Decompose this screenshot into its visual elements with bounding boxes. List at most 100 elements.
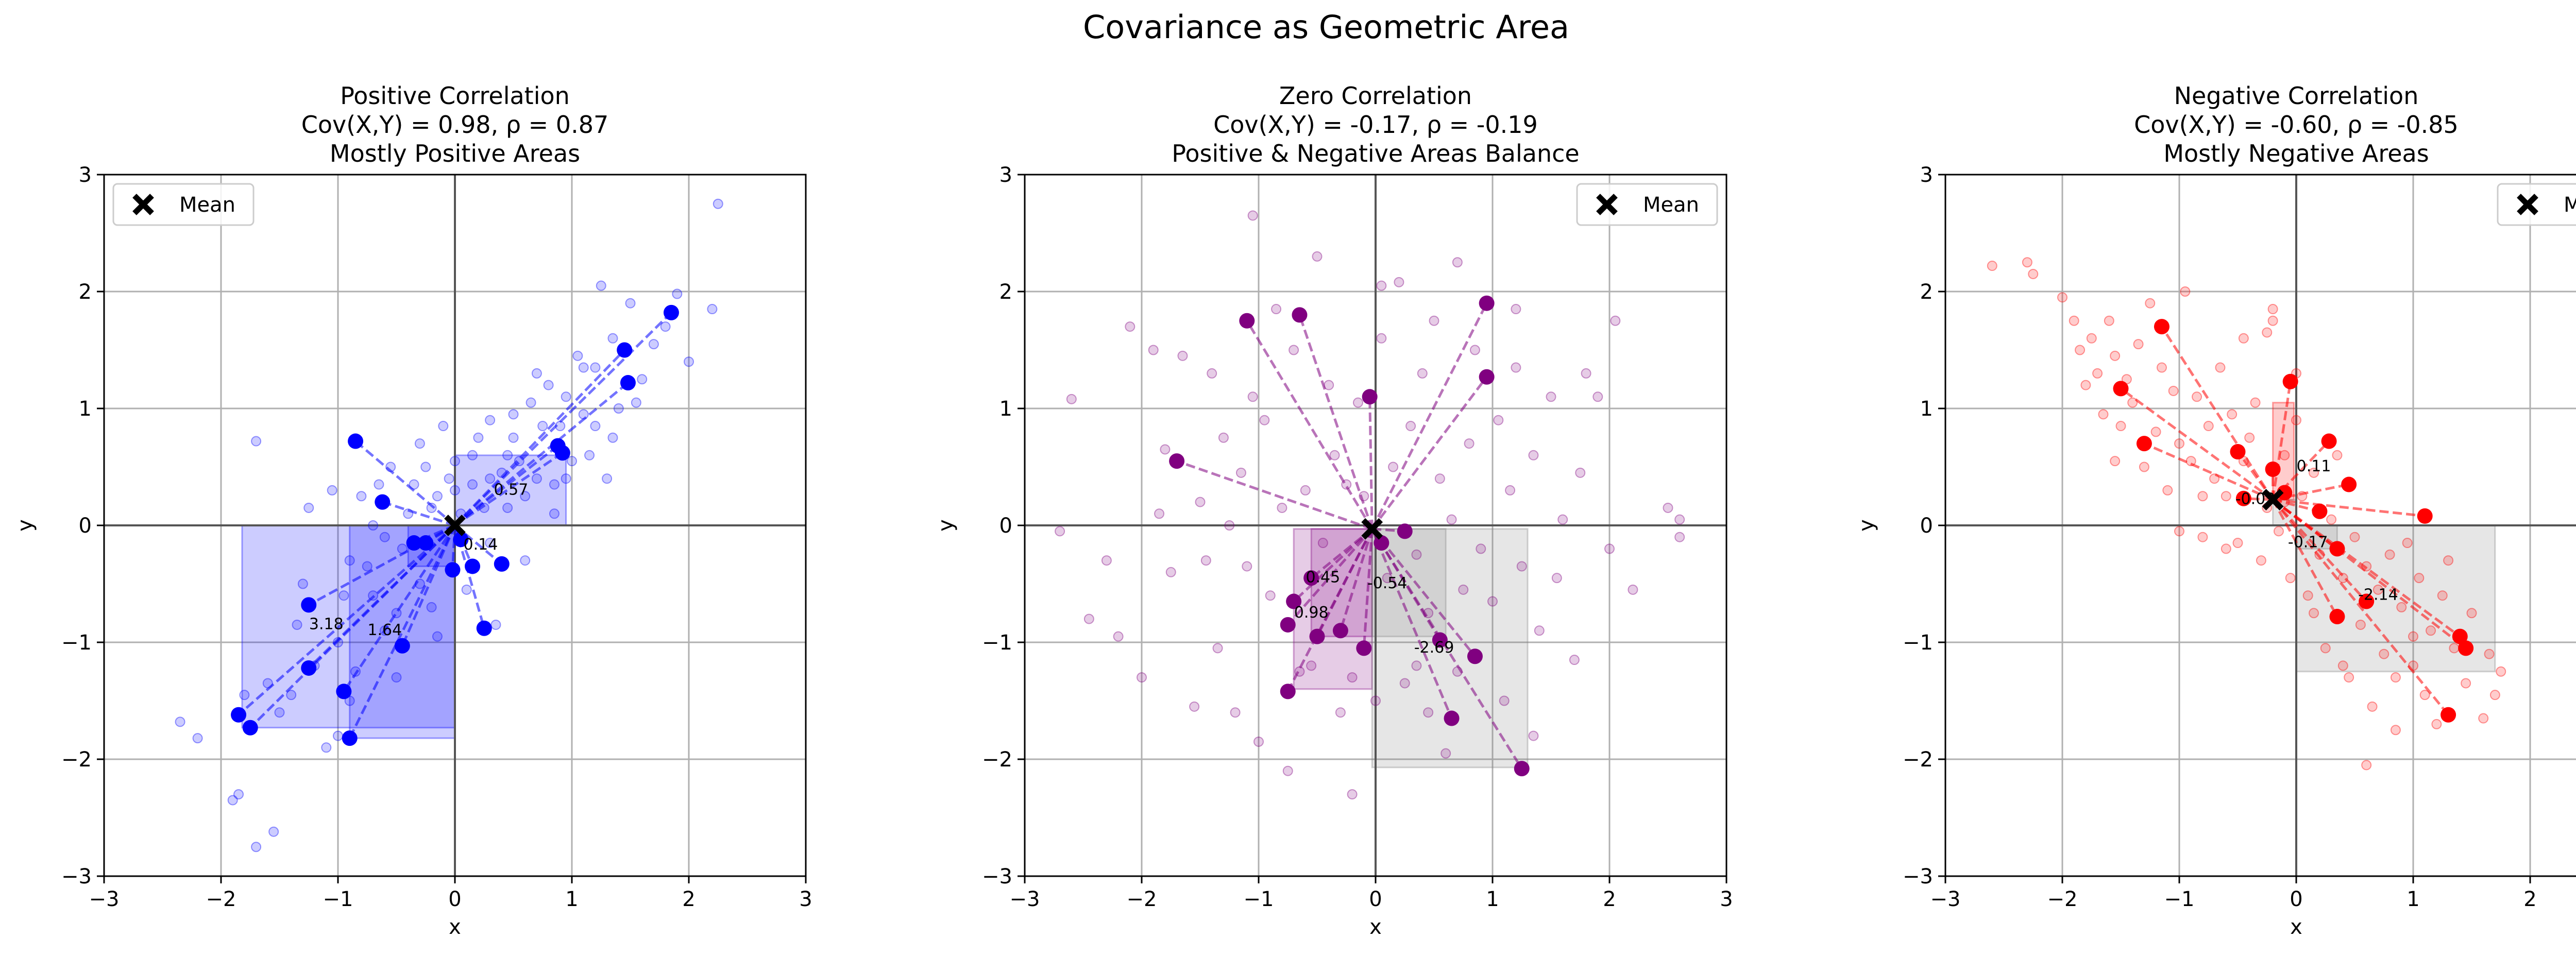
scatter-point [2232, 538, 2243, 549]
scatter-point [2115, 421, 2126, 432]
scatter-point [1277, 502, 1287, 513]
scatter-point [2390, 672, 2401, 683]
scatter-point [2250, 397, 2261, 408]
scatter-point [2320, 643, 2331, 654]
scatter-point [1628, 584, 1638, 595]
highlighted-point [1374, 535, 1389, 551]
chart-title-line: Negative Correlation [2174, 82, 2419, 110]
scatter-point [1382, 573, 1393, 584]
chart-title-line: Cov(X,Y) = -0.60, ρ = -0.85 [2134, 111, 2459, 139]
scatter-point [672, 288, 683, 299]
chart-title-line: Mostly Positive Areas [330, 140, 580, 167]
scatter-point [578, 409, 589, 420]
scatter-point [274, 707, 285, 718]
scatter-point [1493, 415, 1504, 425]
highlighted-point [301, 660, 317, 676]
y-tick-label: 1 [999, 397, 1012, 421]
highlighted-point [2235, 490, 2251, 506]
area-rectangle [2272, 402, 2295, 501]
area-annotation: 3.18 [309, 615, 344, 633]
scatter-point [2267, 315, 2278, 326]
scatter-point [292, 619, 302, 630]
scatter-point [1534, 625, 1545, 636]
deviation-line [2272, 499, 2368, 603]
scatter-point [1411, 549, 1422, 560]
scatter-point [321, 742, 332, 753]
scatter-point [485, 473, 496, 484]
scatter-point [432, 631, 443, 642]
scatter-point [1674, 514, 1685, 525]
deviation-line [1286, 528, 1374, 692]
scatter-point [2139, 462, 2149, 472]
figure-suptitle: Covariance as Geometric Area [1083, 8, 1569, 46]
scatter-point [2367, 701, 2378, 712]
highlighted-point [342, 730, 358, 746]
scatter-point [1347, 672, 1358, 683]
deviation-line [454, 524, 503, 565]
legend-box [2497, 183, 2576, 226]
scatter-point [2291, 415, 2301, 425]
scatter-point [1200, 555, 1211, 566]
scatter-point [227, 795, 238, 806]
scatter-point [2267, 304, 2278, 315]
scatter-point [2489, 690, 2500, 701]
scatter-point [1546, 391, 1556, 402]
deviation-line [454, 452, 564, 527]
deviation-line [401, 524, 456, 646]
scatter-point [1604, 543, 1615, 554]
area-annotation: 0.14 [464, 536, 498, 554]
scatter-point [2192, 391, 2202, 402]
scatter-point [438, 421, 449, 432]
scatter-point [2309, 467, 2319, 478]
scatter-point [1440, 748, 1451, 759]
highlighted-point [375, 494, 391, 510]
scatter-point [344, 555, 355, 566]
deviation-line [2272, 499, 2338, 618]
scatter-point [1476, 543, 1486, 554]
scatter-point [2221, 543, 2231, 554]
highlighted-point [2230, 443, 2246, 459]
scatter-point [1487, 596, 1498, 607]
scatter-point [1253, 736, 1264, 747]
highlighted-point [336, 684, 352, 699]
highlighted-point [1286, 593, 1302, 609]
scatter-point [2384, 549, 2395, 560]
scatter-point [1352, 397, 1363, 408]
scatter-point [561, 473, 571, 484]
y-axis-label: y [934, 519, 958, 532]
scatter-point [444, 473, 454, 484]
chart-title-line: Zero Correlation [1279, 82, 1472, 110]
y-tick-label: 0 [1920, 514, 1933, 538]
scatter-point [1674, 532, 1685, 542]
scatter-point [1066, 394, 1077, 404]
scatter-point [1218, 432, 1229, 443]
scatter-point [2150, 426, 2161, 437]
highlighted-point [242, 720, 258, 736]
highlighted-point [348, 433, 364, 449]
scatter-point [2372, 584, 2383, 595]
deviation-line [1370, 302, 1488, 530]
scatter-point [2227, 409, 2238, 420]
x-tick-label: 2 [2523, 887, 2536, 911]
scatter-point [713, 198, 723, 209]
y-tick-label: 2 [1920, 280, 1933, 304]
scatter-point [2443, 555, 2454, 566]
deviation-line [1286, 528, 1374, 626]
x-tick-label: 1 [565, 887, 578, 911]
scatter-point [607, 432, 618, 443]
area-annotation: -0.17 [2288, 534, 2328, 552]
scatter-point [175, 716, 185, 727]
highlighted-point [1362, 389, 1378, 405]
deviation-line [1176, 459, 1373, 531]
y-tick-label: −1 [1903, 631, 1933, 655]
scatter-point [374, 479, 384, 490]
x-tick-label: 0 [2290, 887, 2302, 911]
highlighted-point [406, 535, 422, 551]
y-tick-label: 1 [79, 397, 92, 421]
scatter-point [2080, 380, 2091, 390]
scatter-point [467, 450, 478, 460]
area-annotation: 0.11 [2297, 457, 2331, 475]
scatter-point [1370, 695, 1381, 706]
scatter-point [1137, 672, 1147, 683]
scatter-point [1247, 210, 1258, 221]
